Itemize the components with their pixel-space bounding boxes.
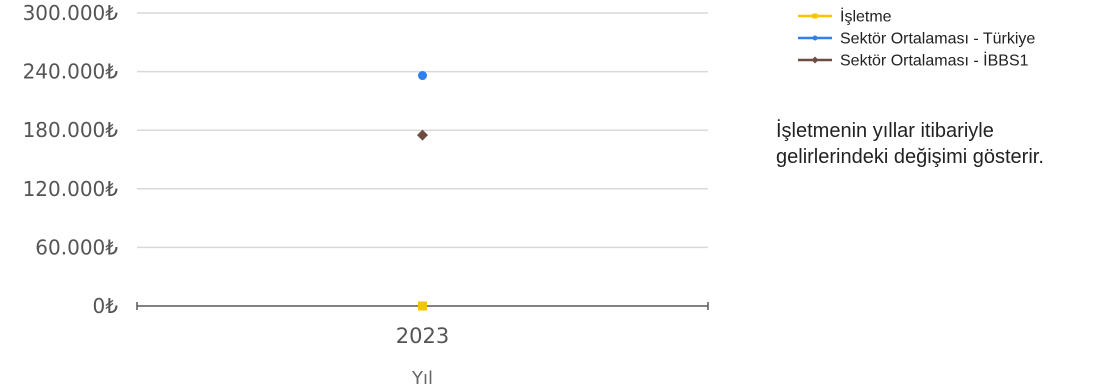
y-tick-label: 120.000₺ [23,177,119,201]
data-point-series-0 [418,301,427,311]
legend-marker-2 [811,56,819,64]
chart-description: İşletmenin yıllar itibariyle gelirlerind… [776,120,1044,168]
y-axis-tick-labels: 0₺ 60.000₺ 120.000₺ 180.000₺ 240.000₺ 300.000… [23,1,119,318]
x-tick-label: 2023 [396,324,449,348]
legend-marker-1 [812,35,818,41]
y-tick-label: 0₺ [93,294,119,318]
y-tick-label: 240.000₺ [23,60,119,84]
y-tick-label: 180.000₺ [23,118,119,142]
legend-label-1: Sektör Ortalaması - Türkiye [840,31,1035,48]
data-point-series-1 [418,71,427,81]
data-point-series-2 [417,129,428,141]
legend-label-0: İşletme [840,7,892,26]
legend: İşletme Sektör Ortalaması - Türkiye Sektör… [798,7,1035,70]
x-axis-title: Yıl [411,368,433,389]
legend-label-2: Sektör Ortalaması - İBBS1 [840,51,1029,70]
legend-marker-0 [812,13,818,19]
data-points [417,71,428,311]
y-tick-label: 60.000₺ [35,235,118,259]
x-axis-labels: 2023 Yıl [396,324,449,389]
y-tick-label: 300.000₺ [23,1,119,25]
